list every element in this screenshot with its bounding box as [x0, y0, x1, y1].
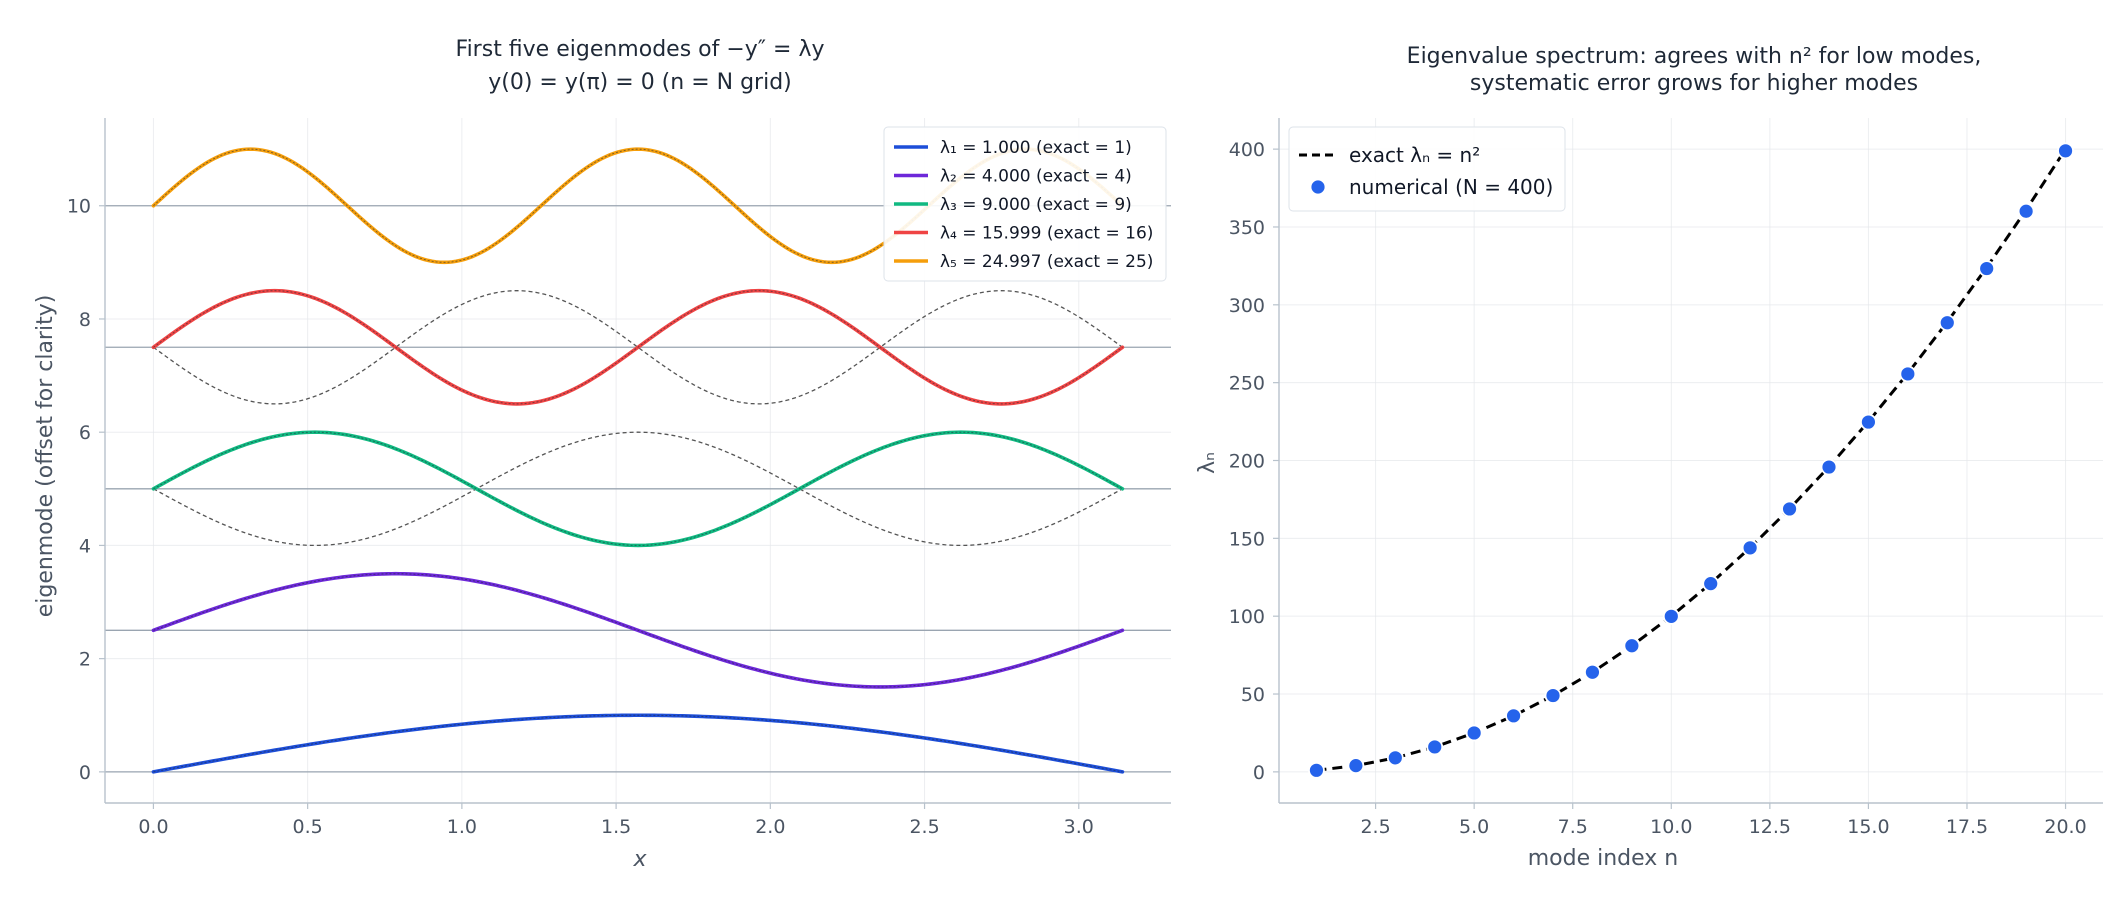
left-ytick-label-3: 6: [79, 422, 91, 444]
right-grid: [1279, 118, 2103, 803]
eigenmodes-chart: First five eigenmodes of −y″ = λy y(0) =…: [33, 37, 1171, 872]
right-ytick-label-4: 200: [1229, 451, 1265, 473]
right-xtick-label-6: 17.5: [1946, 816, 1988, 838]
legend-label-mode-5: λ₅ = 24.997 (exact = 25): [940, 252, 1153, 272]
right-ytick-label-3: 150: [1229, 528, 1265, 550]
left-ytick-label-1: 2: [79, 649, 91, 671]
numerical-point-8: [1584, 663, 1601, 681]
right-legend-box: [1288, 126, 1566, 212]
left-title-line-2: y(0) = y(π) = 0 (n = N grid): [488, 70, 792, 95]
numerical-point-11: [1702, 575, 1720, 593]
right-legend: exact λₙ = n² numerical (N = 400): [1288, 126, 1566, 212]
right-ytick-label-2: 100: [1229, 606, 1265, 628]
left-xtick-label-2: 1.0: [447, 816, 477, 838]
right-ytick-label-7: 350: [1229, 217, 1265, 239]
left-axes: 0.0 0.5 1.0 1.5 2.0 2.5 3.0 0 2 4 6 8 10: [67, 118, 1171, 838]
right-ytick-label-8: 400: [1229, 139, 1265, 161]
right-xtick-label-7: 20.0: [2044, 816, 2086, 838]
right-xtick-label-2: 7.5: [1558, 816, 1588, 838]
curve-mode-1: [151, 713, 1125, 774]
right-ytick-label-6: 300: [1229, 295, 1265, 317]
numerical-point-9: [1623, 637, 1641, 655]
legend-label-mode-3: λ₃ = 9.000 (exact = 9): [940, 195, 1132, 215]
mirror-mode-3: [153, 431, 1123, 547]
left-x-axis-label: x: [632, 847, 647, 872]
overlay-mode-3: [153, 431, 1123, 546]
left-legend: λ₁ = 1.000 (exact = 1) λ₂ = 4.000 (exact …: [883, 126, 1167, 282]
mirror-mode-4: [153, 290, 1123, 405]
overlay-mode-4: [153, 290, 1123, 405]
spectrum-chart: Eigenvalue spectrum: agrees with n² for …: [1195, 44, 2103, 871]
numerical-point-13: [1781, 500, 1798, 518]
numerical-point-1: [1308, 761, 1325, 779]
overlay-mode-2: [153, 573, 1123, 688]
numerical-point-15: [1860, 413, 1877, 431]
left-legend-box: [883, 126, 1167, 282]
legend-label-exact: exact λₙ = n²: [1349, 143, 1480, 167]
right-ytick-label-1: 50: [1241, 684, 1265, 706]
numerical-point-6: [1505, 707, 1522, 725]
numerical-point-5: [1465, 724, 1483, 742]
numerical-point-20: [2057, 142, 2074, 160]
right-axes: 2.5 5.0 7.5 10.0 12.5 15.0 17.5 20.0 0 50 100 150 20…: [1229, 118, 2103, 838]
right-xtick-label-4: 12.5: [1749, 816, 1791, 838]
numerical-point-2: [1347, 757, 1365, 775]
left-ytick-label-4: 8: [79, 309, 91, 331]
numerical-point-18: [1978, 260, 1996, 277]
legend-label-mode-1: λ₁ = 1.000 (exact = 1): [940, 138, 1132, 158]
right-xtick-label-0: 2.5: [1360, 816, 1390, 838]
right-xtick-label-3: 10.0: [1650, 816, 1692, 838]
right-series: [1308, 142, 2074, 779]
right-xtick-label-1: 5.0: [1459, 816, 1489, 838]
right-x-axis-label: mode index n: [1528, 846, 1679, 871]
right-xtick-label-5: 15.0: [1847, 816, 1889, 838]
overlay-mode-1: [153, 714, 1123, 773]
left-y-axis-label: eigenmode (offset for clarity): [33, 295, 58, 618]
right-title-line-2: systematic error grows for higher modes: [1470, 71, 1918, 96]
left-ytick-label-2: 4: [79, 535, 91, 557]
left-xtick-label-4: 2.0: [755, 816, 785, 838]
numerical-point-19: [2017, 202, 2035, 220]
left-xtick-label-0: 0.0: [138, 816, 168, 838]
right-title-line-1: Eigenvalue spectrum: agrees with n² for …: [1407, 44, 1982, 69]
legend-label-numerical: numerical (N = 400): [1349, 175, 1553, 199]
left-title-line-1: First five eigenmodes of −y″ = λy: [456, 37, 825, 62]
left-xtick-label-1: 0.5: [293, 816, 323, 838]
numerical-point-12: [1741, 539, 1759, 557]
numerical-point-7: [1544, 687, 1562, 704]
right-y-axis-label: λₙ: [1195, 452, 1220, 474]
legend-label-mode-4: λ₄ = 15.999 (exact = 16): [940, 224, 1153, 244]
legend-label-mode-2: λ₂ = 4.000 (exact = 4): [940, 167, 1132, 187]
left-xtick-label-6: 3.0: [1064, 816, 1094, 838]
numerical-point-16: [1899, 365, 1917, 383]
left-xtick-label-5: 2.5: [909, 816, 939, 838]
numerical-point-4: [1426, 738, 1444, 756]
left-ytick-label-0: 0: [79, 762, 91, 784]
numerical-point-10: [1662, 607, 1680, 625]
numerical-point-14: [1820, 458, 1838, 476]
exact-curve: [1316, 148, 2067, 772]
right-ytick-label-0: 0: [1253, 762, 1265, 784]
numerical-point-17: [1938, 314, 1956, 332]
legend-swatch-numerical: [1309, 178, 1327, 196]
left-ytick-label-5: 10: [67, 196, 91, 218]
numerical-point-3: [1386, 749, 1404, 767]
right-ytick-label-5: 250: [1229, 373, 1265, 395]
left-xtick-label-3: 1.5: [601, 816, 631, 838]
